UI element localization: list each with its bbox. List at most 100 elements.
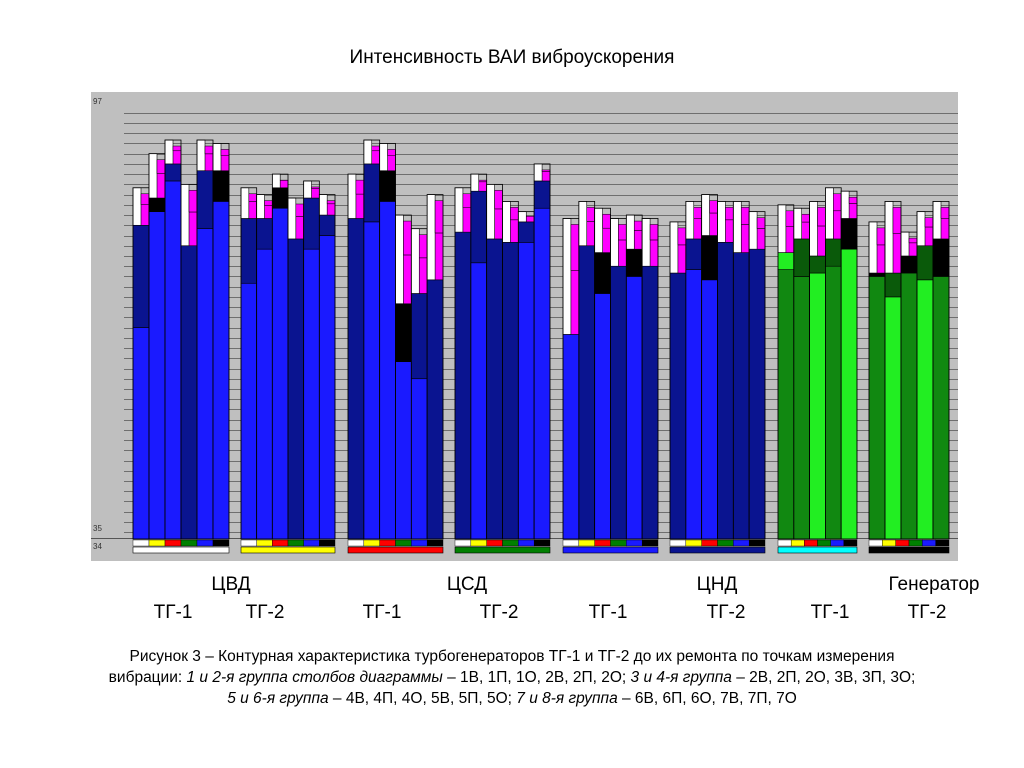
bar-cap-white	[363, 139, 373, 165]
section-label-generator: Генератор	[888, 574, 980, 595]
bar-cap-magenta	[924, 217, 934, 228]
bar-cap-magenta	[326, 200, 336, 205]
group-colour-bar	[562, 546, 659, 554]
bar-segment	[900, 255, 918, 274]
bar-segment	[840, 248, 858, 540]
bar-outline	[533, 163, 551, 540]
section-label-csd: ЦСД	[446, 574, 488, 595]
bar-segment	[395, 361, 412, 540]
bar-segment	[148, 197, 166, 212]
bar-segment	[470, 190, 487, 264]
bar-cap-magenta	[541, 169, 551, 172]
indicator-cell	[502, 539, 519, 547]
indicator-cell	[180, 539, 198, 547]
bar-segment	[900, 272, 918, 540]
bar-cap-white	[578, 201, 588, 247]
indicator-cell	[240, 539, 257, 547]
bar-segment	[825, 238, 842, 267]
bar-cap-magenta	[172, 145, 182, 152]
bar-segment	[594, 252, 611, 294]
bar-cap-white	[793, 207, 802, 240]
bar-cap-magenta	[848, 196, 858, 204]
bar-cap-white	[825, 187, 834, 240]
bar-segment	[793, 238, 810, 277]
bar-outline	[426, 194, 444, 540]
caption-line-3: 5 и 6-я группа – 4В, 4П, 4О, 5В, 5П, 5О;…	[60, 688, 964, 709]
bar-segment	[132, 224, 150, 328]
unit-label-7: ТГ-1	[810, 602, 850, 623]
indicator-cell	[626, 539, 643, 547]
bar-cap-magenta	[220, 149, 230, 156]
caption-line-2: вибрации: 1 и 2-я группа столбов диаграм…	[60, 667, 964, 688]
bar-segment	[626, 248, 643, 277]
unit-label-1: ТГ-1	[153, 602, 193, 623]
bar-segment	[685, 269, 702, 540]
bar-cap-magenta	[725, 207, 734, 221]
bar-cap-magenta	[908, 237, 918, 244]
bar-cap-magenta	[602, 213, 611, 229]
bar-cap-white	[518, 211, 527, 223]
indicator-cell	[533, 539, 551, 547]
bar-cap-white	[717, 201, 726, 243]
bar-segment	[733, 252, 750, 540]
bar-cap-magenta	[833, 193, 842, 212]
indicator-cell	[830, 539, 845, 547]
bar-segment	[932, 238, 950, 277]
indicator-cell	[804, 539, 818, 547]
bar-segment	[916, 279, 934, 540]
bar-cap-magenta	[462, 193, 472, 208]
bar-segment	[518, 242, 535, 540]
indicator-cell	[363, 539, 380, 547]
bar-cap-white	[164, 139, 174, 165]
figure-caption: Рисунок 3 – Контурная характеристика тур…	[60, 646, 964, 709]
bar-segment	[825, 265, 842, 540]
indicator-cell	[717, 539, 734, 547]
bar-cap-magenta	[801, 213, 810, 223]
indicator-cell	[882, 539, 896, 547]
bar-cap-magenta	[355, 179, 365, 195]
bar-segment	[164, 180, 182, 540]
bar-segment	[932, 276, 950, 540]
bar-cap-magenta	[264, 200, 273, 206]
indicator-cell	[411, 539, 428, 547]
indicator-cell	[817, 539, 831, 547]
bar-segment	[363, 221, 380, 540]
bar-cap-white	[319, 194, 328, 216]
caption-group-1-text: – 1В, 1П, 1О, 2В, 2П, 2О;	[442, 669, 631, 686]
caption-group-3-text: – 4В, 4П, 4О, 5В, 5П, 5О;	[328, 690, 517, 707]
indicator-cell	[454, 539, 472, 547]
bar-cap-white	[685, 201, 695, 240]
indicator-cell	[319, 539, 336, 547]
group-colour-bar	[132, 546, 230, 554]
group-colour-bar	[868, 546, 950, 554]
bar-cap-white	[303, 180, 312, 199]
indicator-cell	[256, 539, 273, 547]
bar-segment	[701, 279, 718, 540]
bar-cap-magenta	[677, 227, 687, 246]
bar-segment	[610, 265, 627, 540]
bar-segment	[594, 293, 611, 540]
bar-segment	[809, 272, 826, 540]
bar-cap-white	[486, 184, 495, 240]
bar-cap-white	[777, 204, 787, 253]
indicator-cell	[578, 539, 595, 547]
bar-outline	[840, 190, 858, 540]
group-colour-bar	[454, 546, 551, 554]
indicator-cell	[132, 539, 150, 547]
group-colour-bar	[347, 546, 444, 554]
bar-cap-white	[287, 197, 297, 240]
bar-segment	[884, 272, 902, 298]
bar-cap-white	[132, 187, 142, 226]
bar-segment	[411, 293, 428, 380]
bar-segment	[518, 221, 535, 243]
bar-segment	[363, 163, 380, 223]
unit-label-2: ТГ-2	[245, 602, 285, 623]
bar-cap-white	[626, 214, 635, 250]
bar-cap-white	[148, 153, 158, 199]
indicator-cell	[843, 539, 858, 547]
indicator-cell	[777, 539, 792, 547]
bar-segment	[272, 207, 289, 540]
bar-segment	[916, 245, 934, 281]
bar-segment	[626, 276, 643, 540]
bar-segment	[868, 272, 886, 277]
